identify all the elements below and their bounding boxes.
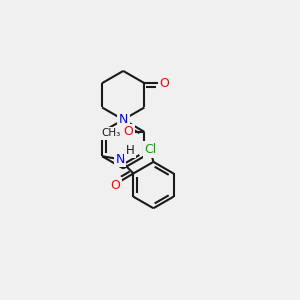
Text: O: O: [159, 76, 169, 90]
Text: O: O: [123, 125, 133, 138]
Text: H: H: [126, 144, 135, 157]
Text: Cl: Cl: [144, 143, 157, 156]
Text: N: N: [118, 113, 128, 126]
Text: O: O: [111, 179, 121, 192]
Text: CH₃: CH₃: [101, 128, 121, 138]
Text: N: N: [115, 153, 125, 166]
